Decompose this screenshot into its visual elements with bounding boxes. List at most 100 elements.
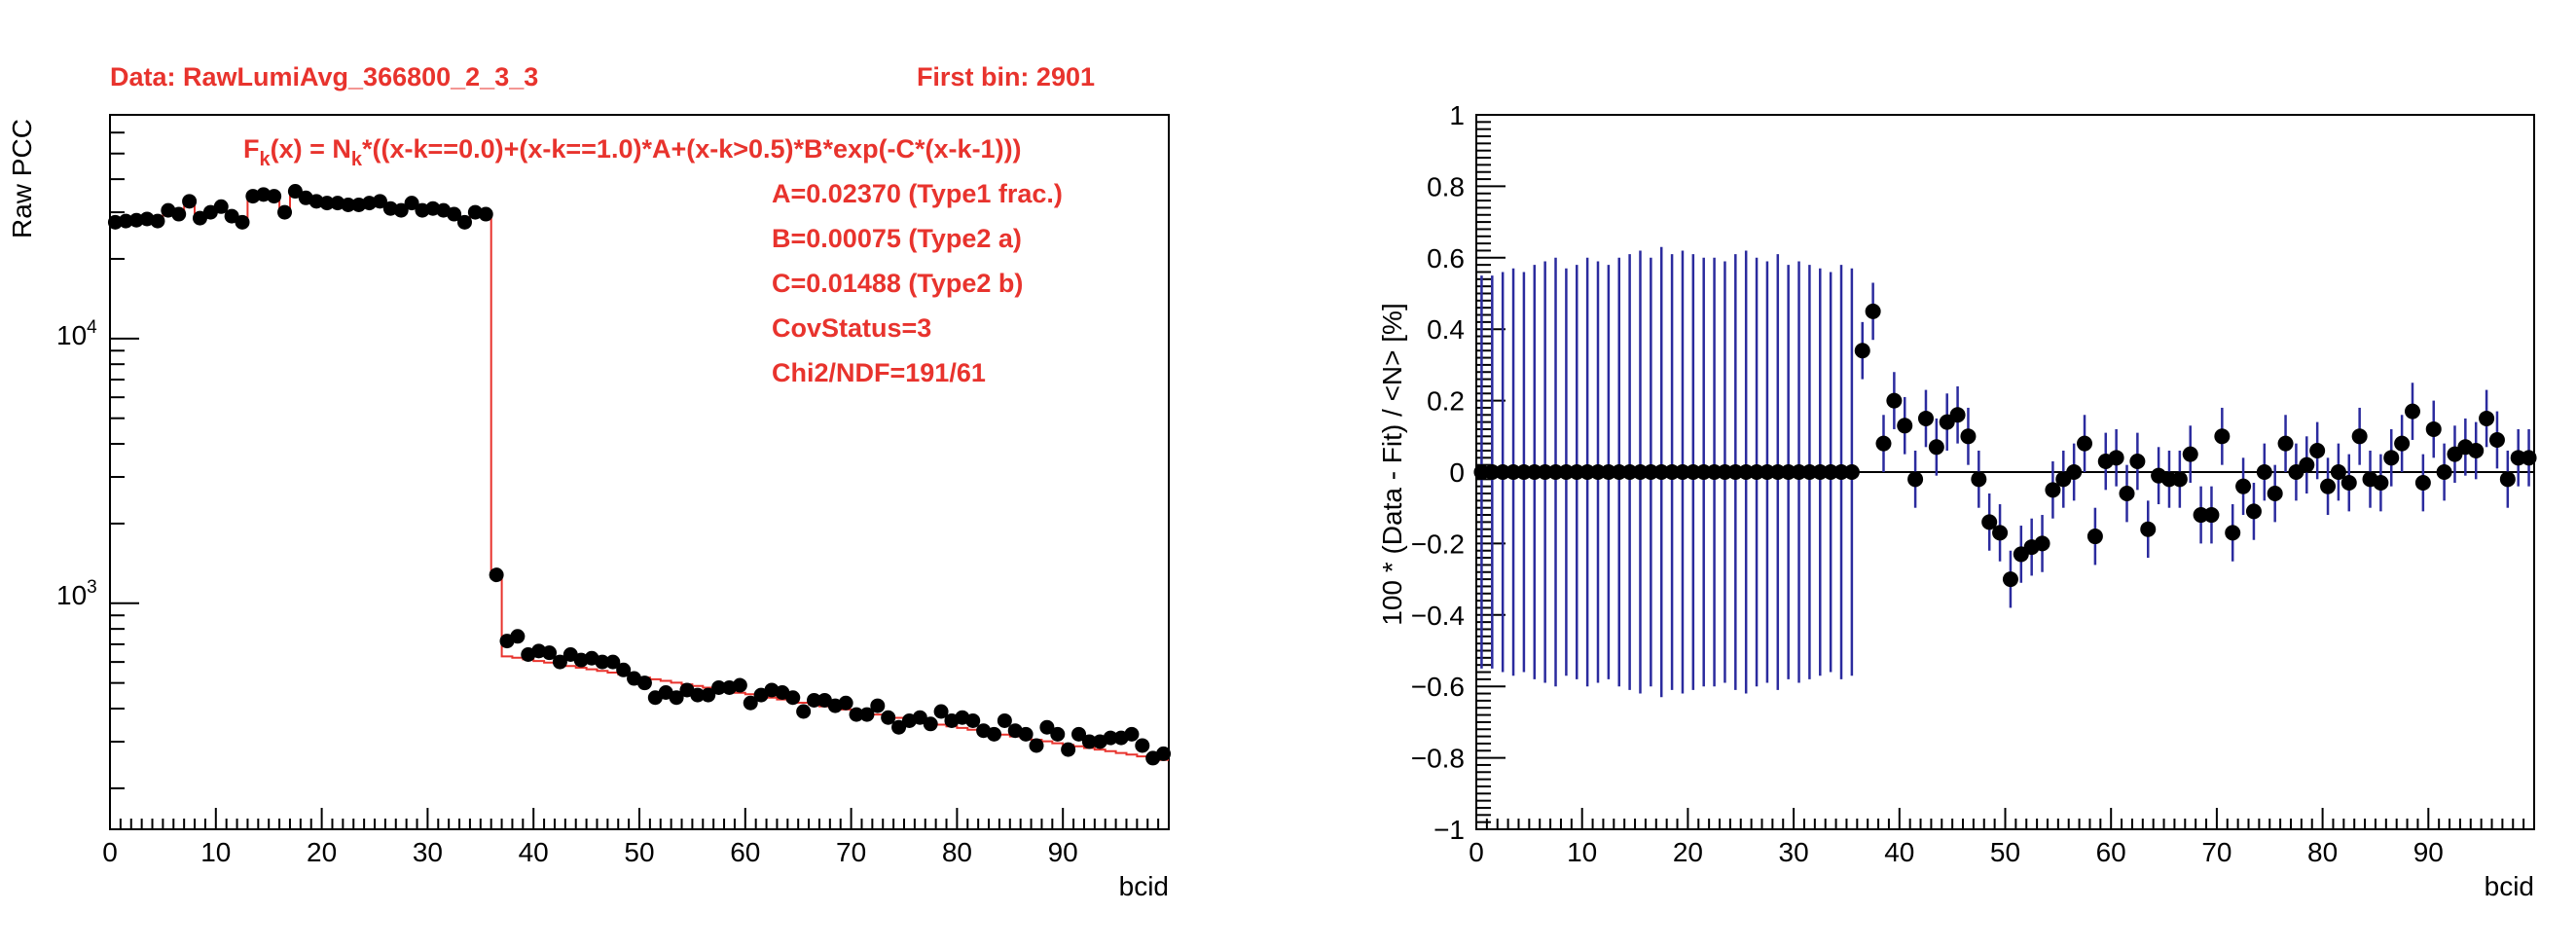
- y-tick-label: 0.4: [1427, 314, 1465, 345]
- residual-point: [2086, 529, 2103, 545]
- data-point: [595, 654, 610, 670]
- right-y-axis-label: 100 * (Data - Fit) / <N> [%]: [1377, 303, 1407, 625]
- x-tick-label: 60: [2096, 837, 2126, 867]
- left-chart-panel: Data: RawLumiAvg_366800_2_3_3 First bin:…: [7, 62, 1172, 901]
- right-x-tick-labels: 0 10 20 30 40 50 60 70 80 90: [1469, 837, 2444, 867]
- data-point: [997, 712, 1012, 728]
- residual-point: [2425, 420, 2442, 437]
- x-tick-label: 30: [413, 837, 443, 867]
- residual-point: [2479, 410, 2495, 426]
- residual-point: [2256, 464, 2272, 480]
- data-point: [849, 707, 864, 722]
- x-tick-label: 40: [1884, 837, 1914, 867]
- data-point: [489, 567, 504, 583]
- data-point: [1061, 742, 1076, 757]
- x-tick-label: 40: [519, 837, 549, 867]
- residual-point: [2140, 521, 2157, 537]
- residual-point: [1949, 407, 1966, 423]
- data-point: [669, 690, 684, 706]
- data-point: [1081, 734, 1097, 749]
- residual-point: [2077, 435, 2093, 452]
- data-point: [616, 662, 632, 677]
- x-tick-label: 50: [1990, 837, 2020, 867]
- data-point: [118, 213, 133, 229]
- data-point: [319, 196, 335, 211]
- data-point: [235, 214, 250, 230]
- x-tick-label: 0: [102, 837, 118, 867]
- residual-point: [2182, 446, 2198, 462]
- residual-point: [2436, 464, 2452, 480]
- data-point: [838, 695, 853, 711]
- residual-point: [2245, 503, 2262, 520]
- x-tick-label: 50: [624, 837, 654, 867]
- data-point: [605, 654, 621, 670]
- data-point: [912, 710, 927, 725]
- left-y-tick-labels: 104 103: [56, 317, 97, 610]
- x-tick-label: 0: [1469, 837, 1484, 867]
- residual-point: [2203, 507, 2220, 524]
- data-point: [933, 704, 949, 719]
- residual-point: [2119, 486, 2135, 502]
- residual-point: [2299, 456, 2315, 473]
- left-header-dataset: Data: RawLumiAvg_366800_2_3_3: [110, 62, 538, 91]
- left-header-first-bin: First bin: 2901: [917, 62, 1095, 91]
- residual-point: [2394, 435, 2411, 452]
- data-point: [859, 707, 875, 722]
- data-point: [456, 214, 472, 230]
- residual-point: [2468, 442, 2485, 458]
- left-x-tick-labels: 0 10 20 30 40 50 60 70 80 90: [102, 837, 1078, 867]
- y-tick-label-1e3: 103: [56, 577, 97, 610]
- data-point: [150, 213, 165, 229]
- x-tick-label: 90: [2413, 837, 2444, 867]
- y-tick-label: 1: [1449, 100, 1465, 130]
- residual-point: [1907, 471, 1924, 488]
- x-tick-label: 60: [730, 837, 760, 867]
- residual-point: [1971, 471, 1987, 488]
- y-tick-label-1e4: 104: [56, 317, 97, 350]
- data-point: [372, 194, 387, 209]
- data-point: [1039, 719, 1055, 735]
- data-point: [743, 695, 758, 711]
- right-x-axis-label: bcid: [2485, 871, 2534, 901]
- data-point: [447, 206, 462, 222]
- residual-point: [2277, 435, 2294, 452]
- data-point: [881, 710, 896, 725]
- x-tick-label: 20: [307, 837, 337, 867]
- residual-point: [1843, 464, 1860, 480]
- data-point: [341, 197, 356, 212]
- data-point: [393, 202, 409, 218]
- y-tick-label: 0.8: [1427, 171, 1465, 201]
- residual-point: [2045, 482, 2061, 498]
- data-point: [1029, 738, 1044, 753]
- residual-point: [1928, 439, 1944, 456]
- residual-point: [1897, 418, 1913, 434]
- data-point: [870, 698, 886, 713]
- residual-point: [2129, 453, 2146, 469]
- data-point: [636, 675, 652, 691]
- residual-point: [1960, 428, 1977, 445]
- residual-point: [2267, 486, 2283, 502]
- data-point: [785, 690, 801, 706]
- fit-chi2-ndf: Chi2/NDF=191/61: [772, 358, 986, 387]
- data-point: [128, 212, 144, 228]
- fit-param-b: B=0.00075 (Type2 a): [772, 224, 1022, 253]
- data-point: [965, 712, 981, 728]
- data-point: [1124, 726, 1140, 742]
- residual-point: [2002, 571, 2018, 588]
- left-axis-ticks: [109, 114, 1160, 829]
- x-tick-label: 80: [2307, 837, 2338, 867]
- fit-formula: Fk(x) = Nk*((x-k==0.0)+(x-k==1.0)*A+(x-k…: [243, 134, 1022, 170]
- data-point: [1156, 746, 1172, 761]
- residual-point: [1886, 392, 1903, 409]
- data-point: [986, 726, 1001, 742]
- data-point: [1103, 730, 1118, 746]
- x-tick-label: 30: [1779, 837, 1809, 867]
- data-point: [287, 184, 303, 200]
- y-tick-label: −0.6: [1411, 672, 1465, 702]
- residual-point: [2330, 464, 2346, 480]
- fit-cov-status: CovStatus=3: [772, 313, 931, 343]
- y-tick-label: 0.6: [1427, 243, 1465, 274]
- y-tick-label: −0.2: [1411, 529, 1465, 559]
- x-tick-label: 20: [1673, 837, 1703, 867]
- left-y-axis-label: Raw PCC: [7, 119, 37, 238]
